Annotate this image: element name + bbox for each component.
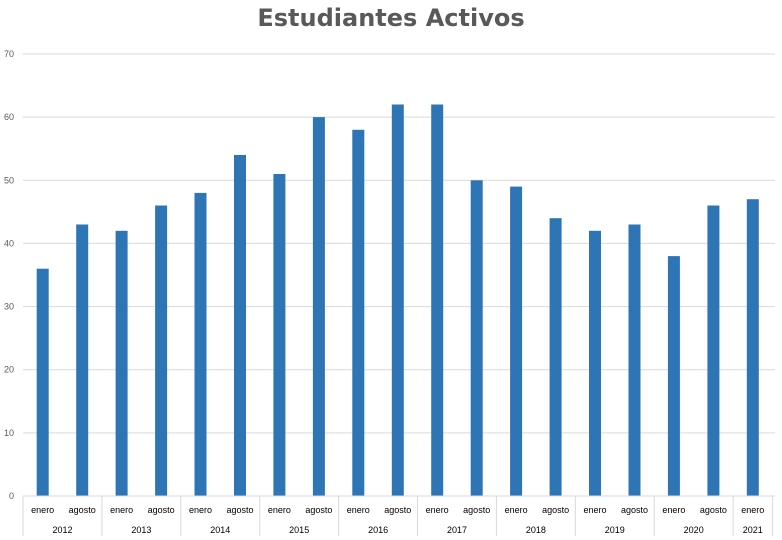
bar bbox=[194, 192, 207, 496]
bar bbox=[431, 104, 444, 496]
bar bbox=[312, 117, 325, 496]
bar bbox=[36, 268, 49, 496]
y-tick-label: 40 bbox=[4, 238, 14, 248]
bar bbox=[76, 224, 89, 496]
x-tick-label-month: agosto bbox=[305, 505, 332, 515]
y-tick-label: 70 bbox=[4, 49, 14, 59]
bar bbox=[155, 205, 168, 496]
y-tick-label: 60 bbox=[4, 112, 14, 122]
y-tick-label: 50 bbox=[4, 175, 14, 185]
x-tick-label-year: 2021 bbox=[743, 525, 763, 535]
bar bbox=[470, 180, 483, 497]
bar bbox=[549, 218, 562, 496]
x-tick-label-month: enero bbox=[110, 505, 133, 515]
y-tick-label: 20 bbox=[4, 365, 14, 375]
y-tick-label: 30 bbox=[4, 302, 14, 312]
y-axis-tick-labels: 0 10 20 30 40 50 60 70 bbox=[4, 49, 14, 501]
bar bbox=[746, 199, 759, 496]
bar bbox=[115, 230, 128, 497]
y-tick-label: 0 bbox=[9, 491, 14, 501]
bar bbox=[707, 205, 720, 496]
bar bbox=[391, 104, 404, 496]
x-tick-label-year: 2017 bbox=[447, 525, 467, 535]
x-tick-label-month: enero bbox=[505, 505, 528, 515]
x-tick-label-month: agosto bbox=[69, 505, 96, 515]
bar bbox=[510, 186, 523, 496]
x-tick-label-year: 2012 bbox=[52, 525, 72, 535]
x-tick-label-month: enero bbox=[268, 505, 291, 515]
bar bbox=[352, 129, 365, 497]
y-tick-label: 10 bbox=[4, 428, 14, 438]
x-tick-label-month: agosto bbox=[700, 505, 727, 515]
x-tick-label-month: agosto bbox=[542, 505, 569, 515]
x-tick-label-month: enero bbox=[662, 505, 685, 515]
x-tick-label-year: 2015 bbox=[289, 525, 309, 535]
bar bbox=[273, 174, 286, 496]
chart-title: Estudiantes Activos bbox=[257, 4, 525, 32]
x-tick-label-year: 2020 bbox=[684, 525, 704, 535]
x-tick-label-month: agosto bbox=[148, 505, 175, 515]
x-tick-label-year: 2014 bbox=[210, 525, 230, 535]
x-tick-label-month: agosto bbox=[463, 505, 490, 515]
x-tick-label-month: enero bbox=[741, 505, 764, 515]
x-tick-label-month: agosto bbox=[384, 505, 411, 515]
x-tick-label-month: enero bbox=[426, 505, 449, 515]
bar bbox=[667, 256, 680, 496]
x-tick-label-month: enero bbox=[189, 505, 212, 515]
bar bbox=[234, 155, 246, 496]
x-tick-label-year: 2013 bbox=[131, 525, 151, 535]
x-tick-label-month: enero bbox=[347, 505, 370, 515]
x-tick-label-month: enero bbox=[31, 505, 54, 515]
x-tick-label-month: enero bbox=[583, 505, 606, 515]
bar bbox=[589, 230, 601, 497]
x-tick-label-year: 2018 bbox=[526, 525, 546, 535]
bar bbox=[628, 224, 641, 496]
x-tick-label-month: agosto bbox=[226, 505, 253, 515]
bars bbox=[36, 104, 759, 497]
x-tick-label-year: 2016 bbox=[368, 525, 388, 535]
x-tick-label-year: 2019 bbox=[605, 525, 625, 535]
x-tick-label-month: agosto bbox=[621, 505, 648, 515]
x-axis: enero agosto enero agosto enero agosto enero ag… bbox=[22, 495, 775, 536]
